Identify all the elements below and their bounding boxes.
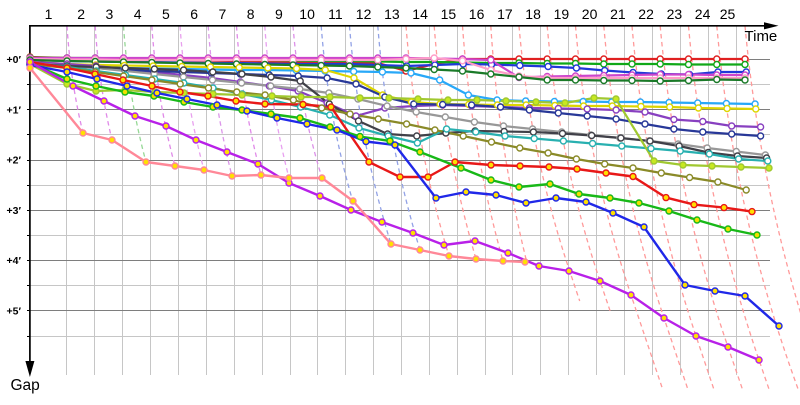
svg-text:20: 20: [582, 6, 598, 22]
svg-text:5: 5: [162, 6, 170, 22]
svg-text:3: 3: [106, 6, 114, 22]
svg-text:7: 7: [219, 6, 227, 22]
svg-text:25: 25: [720, 6, 736, 22]
svg-text:17: 17: [497, 6, 513, 22]
svg-text:+0′: +0′: [7, 54, 22, 66]
svg-text:10: 10: [299, 6, 315, 22]
svg-text:6: 6: [190, 6, 198, 22]
svg-text:23: 23: [667, 6, 683, 22]
svg-text:+1′: +1′: [7, 104, 22, 116]
svg-text:24: 24: [695, 6, 711, 22]
svg-text:+4′: +4′: [7, 255, 22, 267]
svg-text:1: 1: [45, 6, 53, 22]
svg-text:21: 21: [610, 6, 626, 22]
svg-text:4: 4: [134, 6, 142, 22]
svg-text:9: 9: [275, 6, 283, 22]
svg-text:15: 15: [441, 6, 457, 22]
svg-text:14: 14: [412, 6, 428, 22]
svg-text:16: 16: [469, 6, 485, 22]
svg-text:11: 11: [328, 6, 343, 22]
svg-text:2: 2: [77, 6, 85, 22]
svg-text:8: 8: [247, 6, 255, 22]
svg-text:+3′: +3′: [7, 205, 22, 217]
svg-text:19: 19: [554, 6, 570, 22]
svg-text:Gap: Gap: [11, 377, 40, 394]
svg-text:18: 18: [525, 6, 541, 22]
svg-text:12: 12: [356, 6, 372, 22]
svg-text:13: 13: [384, 6, 400, 22]
svg-text:+2′: +2′: [7, 155, 22, 167]
svg-text:Time: Time: [745, 28, 778, 45]
svg-text:22: 22: [638, 6, 654, 22]
svg-text:+5′: +5′: [7, 306, 22, 318]
